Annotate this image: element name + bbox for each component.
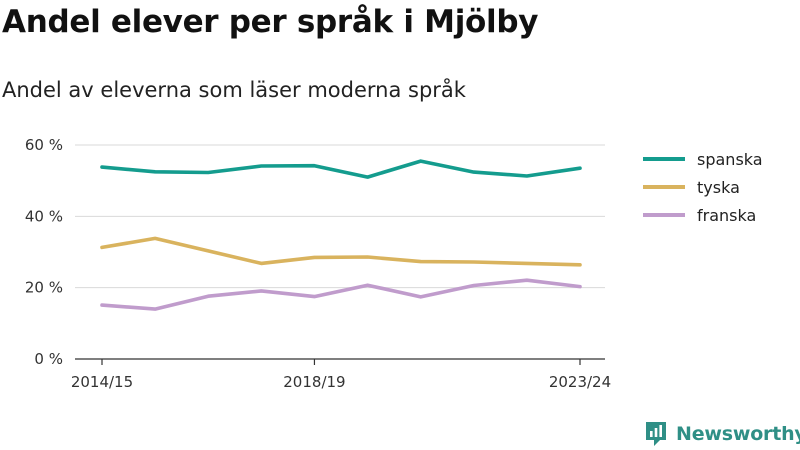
- legend-label-spanska: spanska: [697, 150, 763, 169]
- series-line-tyska: [100, 236, 582, 267]
- y-tick-label: 40 %: [25, 207, 63, 225]
- series-line-spanska: [100, 159, 582, 179]
- chart-title: Andel elever per språk i Mjölby: [2, 4, 539, 40]
- series-line-franska: [100, 278, 582, 311]
- y-tick-label: 60 %: [25, 136, 63, 154]
- newsworthy-logo-icon: [646, 422, 666, 446]
- brand-logo: Newsworthy: [644, 420, 800, 448]
- y-tick-label: 0 %: [34, 350, 63, 368]
- legend-label-franska: franska: [697, 206, 756, 225]
- x-tick-label: 2014/15: [71, 373, 133, 391]
- y-tick-label: 20 %: [25, 279, 63, 297]
- series-lines: [100, 159, 582, 311]
- chart-subtitle: Andel av eleverna som läser moderna språ…: [2, 78, 466, 102]
- legend: spanska tyska franska: [643, 150, 763, 225]
- x-tick-label: 2018/19: [283, 373, 345, 391]
- legend-label-tyska: tyska: [697, 178, 740, 197]
- axes: 0 % 20 % 40 % 60 % 2014/15 2018/19 2023/24: [25, 136, 611, 391]
- x-tick-label: 2023/24: [549, 373, 611, 391]
- brand-name: Newsworthy: [676, 423, 800, 445]
- gridlines: [75, 144, 605, 289]
